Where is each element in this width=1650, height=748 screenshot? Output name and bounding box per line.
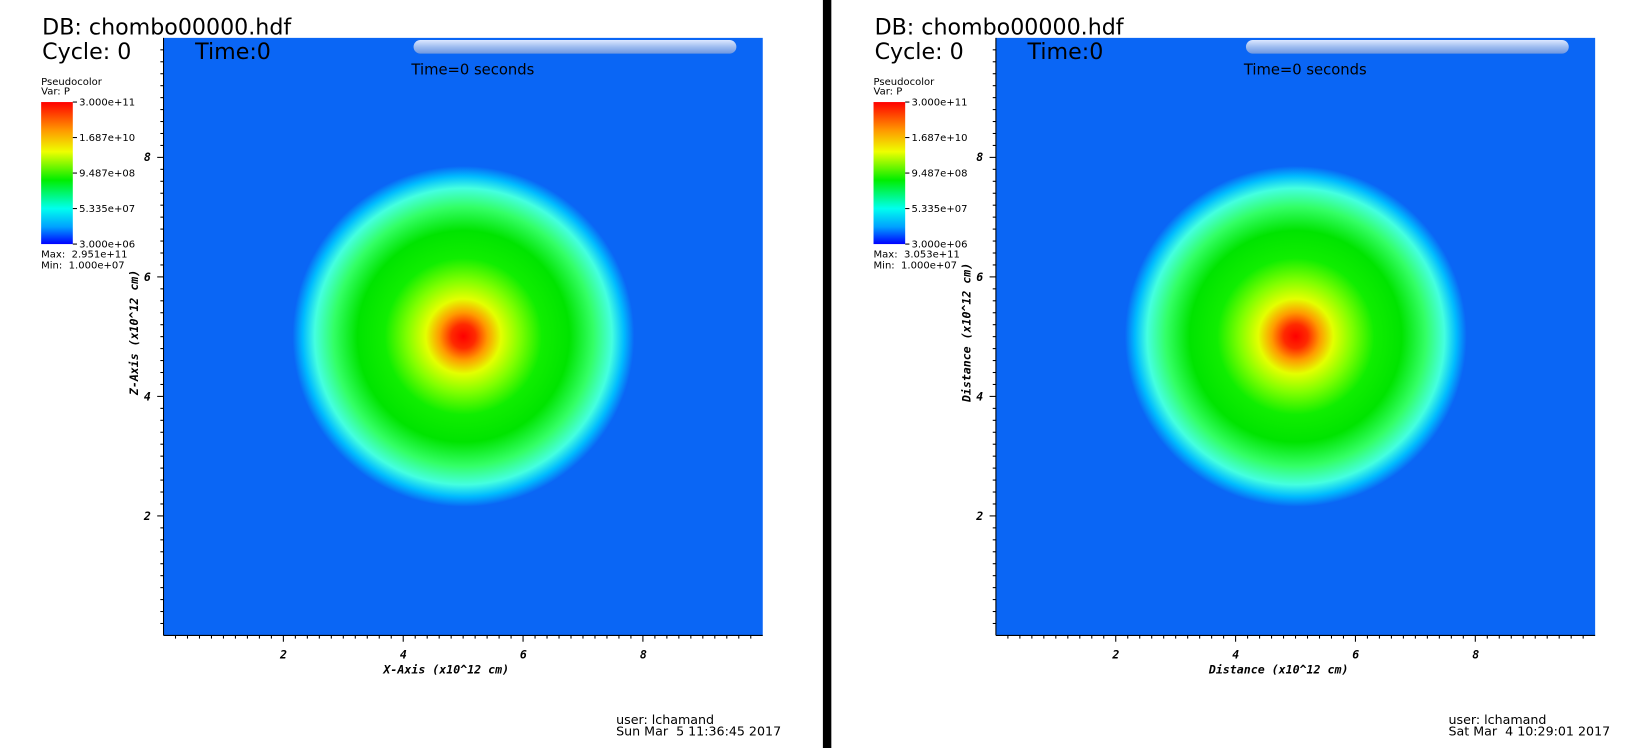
legend-tick-label: 3.000e+11 — [912, 98, 968, 109]
legend-tick-label: 1.687e+10 — [912, 133, 968, 144]
x-tick-label: 8 — [640, 648, 647, 662]
user-name: user: lchamand — [616, 712, 714, 727]
y-tick-label: 8 — [144, 150, 151, 164]
legend-var: Var: P — [41, 87, 70, 98]
x-tick-label: 2 — [1111, 648, 1119, 662]
y-tick-label: 4 — [144, 389, 151, 403]
legend-tick-label: 9.487e+08 — [912, 169, 968, 180]
y-tick-label: 6 — [144, 270, 151, 284]
time-label: Time=0 seconds — [410, 62, 534, 79]
legend-tick-label: 3.000e+06 — [912, 240, 968, 251]
timestamp: Sun Mar 5 11:36:45 2017 — [616, 723, 781, 738]
time-label: Time=0 seconds — [1243, 62, 1367, 79]
y-tick-label: 2 — [975, 509, 983, 523]
x-axis-title: Distance (x10^12 cm) — [1208, 662, 1349, 676]
x-tick-label: 4 — [1232, 648, 1239, 662]
cycle: Cycle: 0 — [42, 39, 131, 65]
legend-tick-label: 5.335e+07 — [912, 204, 968, 215]
x-tick-label: 4 — [400, 648, 407, 662]
time: Time:0 — [1027, 39, 1104, 65]
db-name: DB: chombo00000.hdf — [42, 15, 292, 41]
legend-min: Min: 1.000e+07 — [874, 260, 957, 271]
y-tick-label: 2 — [143, 509, 151, 523]
legend-tick-label: 3.000e+11 — [79, 98, 135, 109]
user-name: user: lchamand — [1448, 712, 1546, 727]
color-bar — [41, 102, 73, 245]
y-tick-label: 8 — [976, 150, 983, 164]
legend-title: Pseudocolor — [874, 77, 936, 88]
pseudocolor-field — [1124, 165, 1467, 507]
legend-max: Max: 3.053e+11 — [874, 250, 960, 261]
y-axis-title: Z-Axis (x10^12 cm) — [127, 270, 141, 396]
legend-title: Pseudocolor — [41, 77, 103, 88]
legend-max: Max: 2.951e+11 — [41, 250, 127, 261]
legend-var: Var: P — [874, 87, 903, 98]
time: Time:0 — [194, 39, 271, 65]
timestamp: Sat Mar 4 10:29:01 2017 — [1448, 723, 1610, 738]
color-bar — [873, 102, 906, 245]
divider — [822, 0, 832, 748]
y-tick-label: 4 — [976, 389, 983, 403]
legend-min: Min: 1.000e+07 — [41, 260, 124, 271]
x-tick-label: 8 — [1472, 648, 1479, 662]
legend-tick-label: 9.487e+08 — [79, 169, 135, 180]
time-slider — [413, 39, 737, 54]
legend-tick-label: 3.000e+06 — [79, 240, 135, 251]
time-slider — [1245, 39, 1569, 54]
cycle: Cycle: 0 — [875, 39, 964, 65]
db-name: DB: chombo00000.hdf — [875, 15, 1125, 41]
y-tick-label: 6 — [976, 270, 983, 284]
x-tick-label: 2 — [279, 648, 287, 662]
pseudocolor-field — [292, 165, 635, 507]
x-tick-label: 6 — [1352, 648, 1359, 662]
legend-tick-label: 5.335e+07 — [79, 204, 135, 215]
y-axis-title: Distance (x10^12 cm) — [960, 263, 974, 403]
x-tick-label: 6 — [520, 648, 527, 662]
x-axis-title: X-Axis (x10^12 cm) — [382, 662, 509, 676]
legend-tick-label: 1.687e+10 — [79, 133, 135, 144]
